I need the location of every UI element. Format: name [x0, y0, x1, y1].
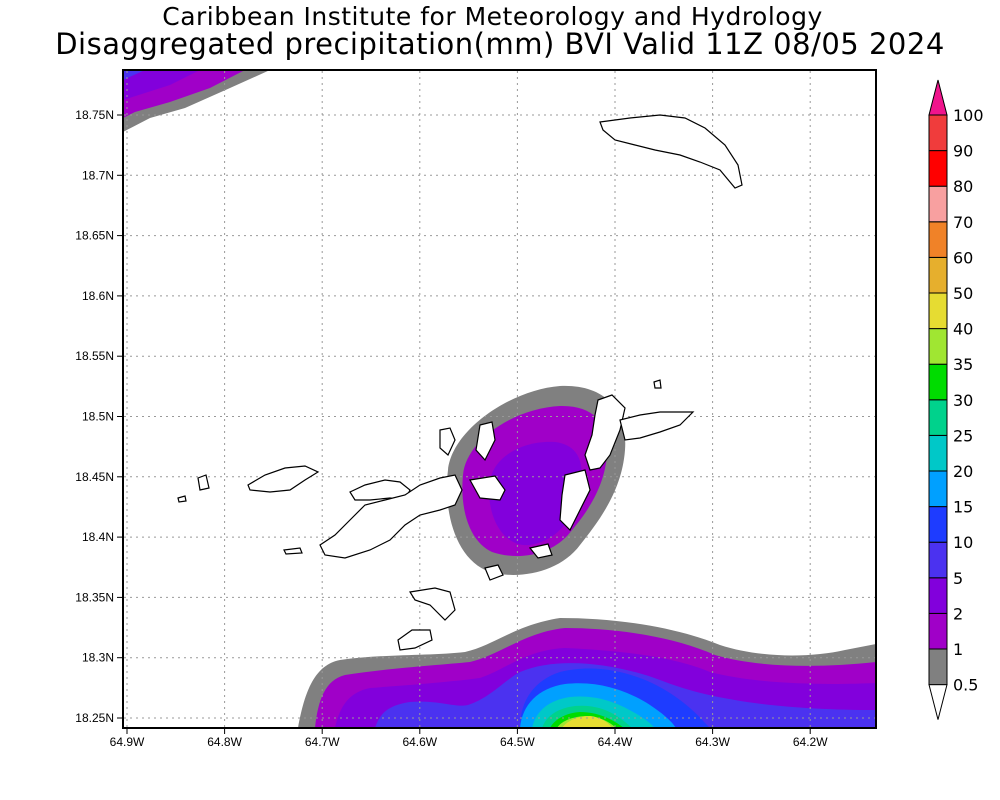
- precip-contour-nw: [123, 70, 145, 80]
- lon-tick-label: 64.7W: [305, 735, 340, 749]
- island-norman: [409, 587, 456, 621]
- colorbar-label: 60: [953, 248, 973, 267]
- colorbar-swatch: [928, 399, 948, 436]
- colorbar-swatch: [928, 577, 948, 614]
- colorbar-over-triangle: [928, 79, 948, 116]
- title-institute: Caribbean Institute for Meteorology and …: [162, 2, 823, 31]
- lat-tick-label: 18.5N: [82, 410, 114, 424]
- island-ginger: [559, 469, 591, 532]
- lat-tick-label: 18.65N: [75, 229, 114, 243]
- colorbar-swatch: [928, 256, 948, 294]
- lat-tick-label: 18.75N: [75, 108, 114, 122]
- colorbar-under-triangle: [928, 684, 948, 720]
- colorbar-label: 35: [953, 355, 973, 374]
- colorbar-label: 90: [953, 142, 973, 161]
- grid-lines: [124, 71, 875, 727]
- coastlines: [177, 114, 743, 651]
- plot-frame: [122, 69, 877, 729]
- lon-tick-label: 64.4W: [598, 735, 633, 749]
- colorbar-label: 70: [953, 213, 973, 232]
- colorbar-swatch: [928, 612, 948, 650]
- latitude-axis: 18.75N 18.7N 18.65N 18.6N 18.55N 18.5N 18.45N 1…: [75, 108, 123, 725]
- island-virgin-gorda-east: [619, 411, 695, 441]
- lon-tick-label: 64.5W: [500, 735, 535, 749]
- colorbar-label: 2: [953, 604, 963, 623]
- island-tortola: [319, 474, 463, 559]
- island-beef-scrub: [475, 421, 496, 462]
- island-thatch: [247, 465, 320, 493]
- colorbar-swatch: [928, 470, 948, 508]
- island-little-thatch: [197, 474, 210, 491]
- precip-contour-south: [562, 716, 612, 728]
- colorbar-label: 15: [953, 498, 973, 517]
- lon-tick-label: 64.6W: [402, 735, 437, 749]
- longitude-axis: 64.9W 64.8W 64.7W 64.6W 64.5W 64.4W 64.3W 64.2W: [110, 728, 828, 749]
- colorbar-swatch: [928, 328, 948, 365]
- colorbar-swatch: [928, 434, 948, 472]
- colorbar-swatch: [928, 292, 948, 330]
- colorbar-label: 10: [953, 533, 973, 552]
- colorbar-swatch: [928, 506, 948, 543]
- lat-tick-label: 18.45N: [75, 470, 114, 484]
- colorbar-label: 40: [953, 320, 973, 339]
- lat-tick-label: 18.55N: [75, 349, 114, 363]
- island-fallen-jerusalem: [528, 543, 553, 559]
- island-guana: [439, 427, 456, 456]
- lat-tick-label: 18.6N: [82, 289, 114, 303]
- lon-tick-label: 64.2W: [793, 735, 828, 749]
- lon-tick-label: 64.9W: [110, 735, 145, 749]
- colorbar-label: 0.5: [953, 676, 978, 695]
- island-salt: [484, 564, 504, 581]
- island-virgin-gorda: [584, 394, 626, 471]
- precip-contour-nw: [123, 70, 200, 100]
- colorbar-swatch: [928, 648, 948, 686]
- precip-contour-central: [489, 441, 582, 546]
- colorbar-swatch: [928, 541, 948, 579]
- island-small: [653, 379, 662, 389]
- colorbar-label: 100: [953, 106, 984, 125]
- colorbar-swatch: [928, 150, 948, 187]
- lat-tick-label: 18.4N: [82, 530, 114, 544]
- colorbar-label: 1: [953, 640, 963, 659]
- island-cooper: [469, 475, 506, 501]
- lat-tick-label: 18.7N: [82, 168, 114, 182]
- colorbar-label: 20: [953, 462, 973, 481]
- island-anegada: [599, 114, 743, 189]
- lon-tick-label: 64.8W: [207, 735, 242, 749]
- lat-tick-label: 18.3N: [82, 651, 114, 665]
- lon-tick-label: 64.3W: [695, 735, 730, 749]
- lat-tick-label: 18.35N: [75, 590, 114, 604]
- colorbar-swatch: [928, 114, 948, 152]
- island-small: [283, 547, 303, 555]
- colorbar-label: 25: [953, 426, 973, 445]
- colorbar-swatch: [928, 185, 948, 223]
- colorbar-label: 80: [953, 177, 973, 196]
- island-small: [177, 495, 187, 503]
- colorbar-swatch: [928, 363, 948, 401]
- island-peter: [397, 629, 433, 651]
- colorbar-label: 5: [953, 569, 963, 588]
- colorbar-swatch: [928, 221, 948, 258]
- lat-tick-label: 18.25N: [75, 711, 114, 725]
- title-product: Disaggregated precipitation(mm) BVI Vali…: [55, 27, 945, 61]
- colorbar-label: 50: [953, 284, 973, 303]
- colorbar-label: 30: [953, 391, 973, 410]
- precip-field: [123, 70, 876, 728]
